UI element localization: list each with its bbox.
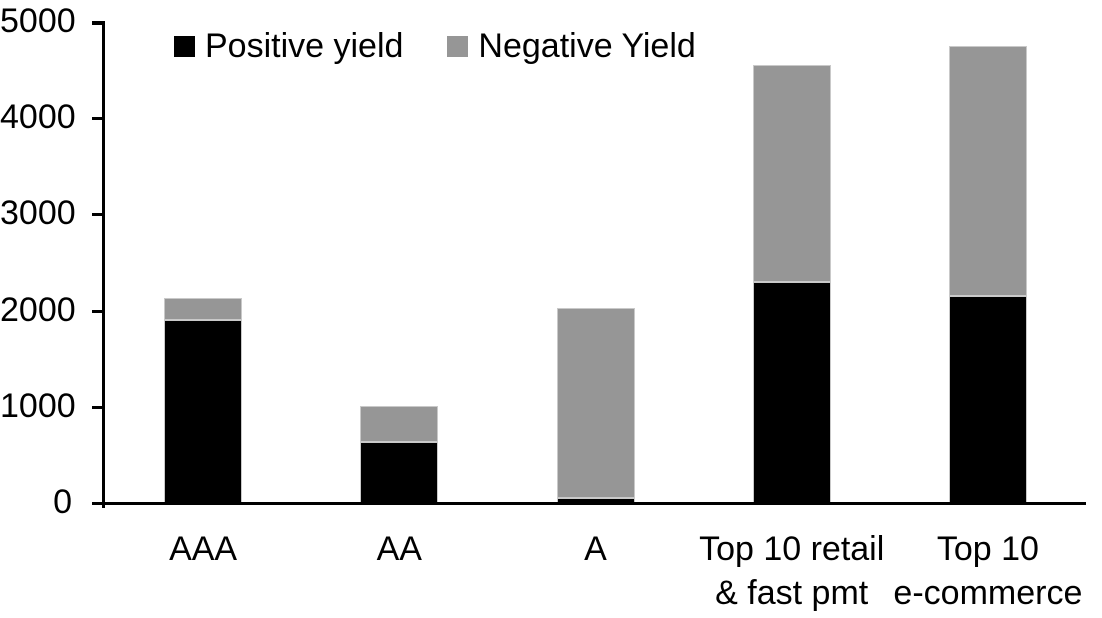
y-tick-label: 5000 (0, 2, 76, 40)
bar-segment-top-10-e-commerce-negative-yield (948, 46, 1027, 297)
bar-segment-aaa-negative-yield (164, 298, 243, 321)
legend-swatch-icon (447, 35, 469, 57)
y-axis-tick (92, 213, 105, 217)
legend-item-negative-yield: Negative Yield (447, 27, 696, 65)
y-axis-tick (92, 502, 105, 505)
y-axis-top-tick (92, 22, 105, 25)
bar-segment-aaa-positive-yield (164, 320, 243, 503)
y-axis-tick (92, 309, 105, 313)
bar-segment-top-10-e-commerce-positive-yield (948, 296, 1027, 503)
bar-segment-top-10-retail-fast-pmt-positive-yield (752, 281, 831, 503)
legend-item-positive-yield: Positive yield (174, 29, 403, 63)
x-category-label-aaa: AAA (169, 530, 238, 568)
y-axis-tick (92, 405, 105, 409)
bar-segment-aa-positive-yield (360, 442, 439, 503)
legend-label: Positive yield (205, 27, 404, 65)
bar-segment-top-10-retail-fast-pmt-negative-yield (752, 65, 831, 282)
x-category-label-aa: AA (376, 530, 422, 568)
y-tick-label: 2000 (0, 290, 76, 329)
bar-segment-a-negative-yield (556, 307, 635, 499)
y-tick-label: 4000 (0, 98, 76, 137)
y-tick-label: 0 (53, 483, 72, 521)
y-tick-label: 3000 (0, 194, 76, 233)
chart-legend: Positive yield Negative Yield (174, 29, 696, 63)
x-axis-line (102, 502, 1086, 505)
legend-swatch-icon (174, 35, 195, 57)
y-axis-tick (92, 117, 105, 121)
x-category-label-a: A (584, 530, 607, 568)
x-category-label-top-10-retail-fast-pmt: Top 10 retail & fast pmt (699, 530, 885, 612)
x-category-label-top-10-e-commerce: Top 10 e-commerce (893, 530, 1083, 612)
legend-label: Negative Yield (478, 27, 696, 65)
y-axis-line (102, 22, 105, 508)
bar-segment-aa-negative-yield (360, 406, 439, 443)
y-tick-label: 1000 (0, 386, 76, 425)
